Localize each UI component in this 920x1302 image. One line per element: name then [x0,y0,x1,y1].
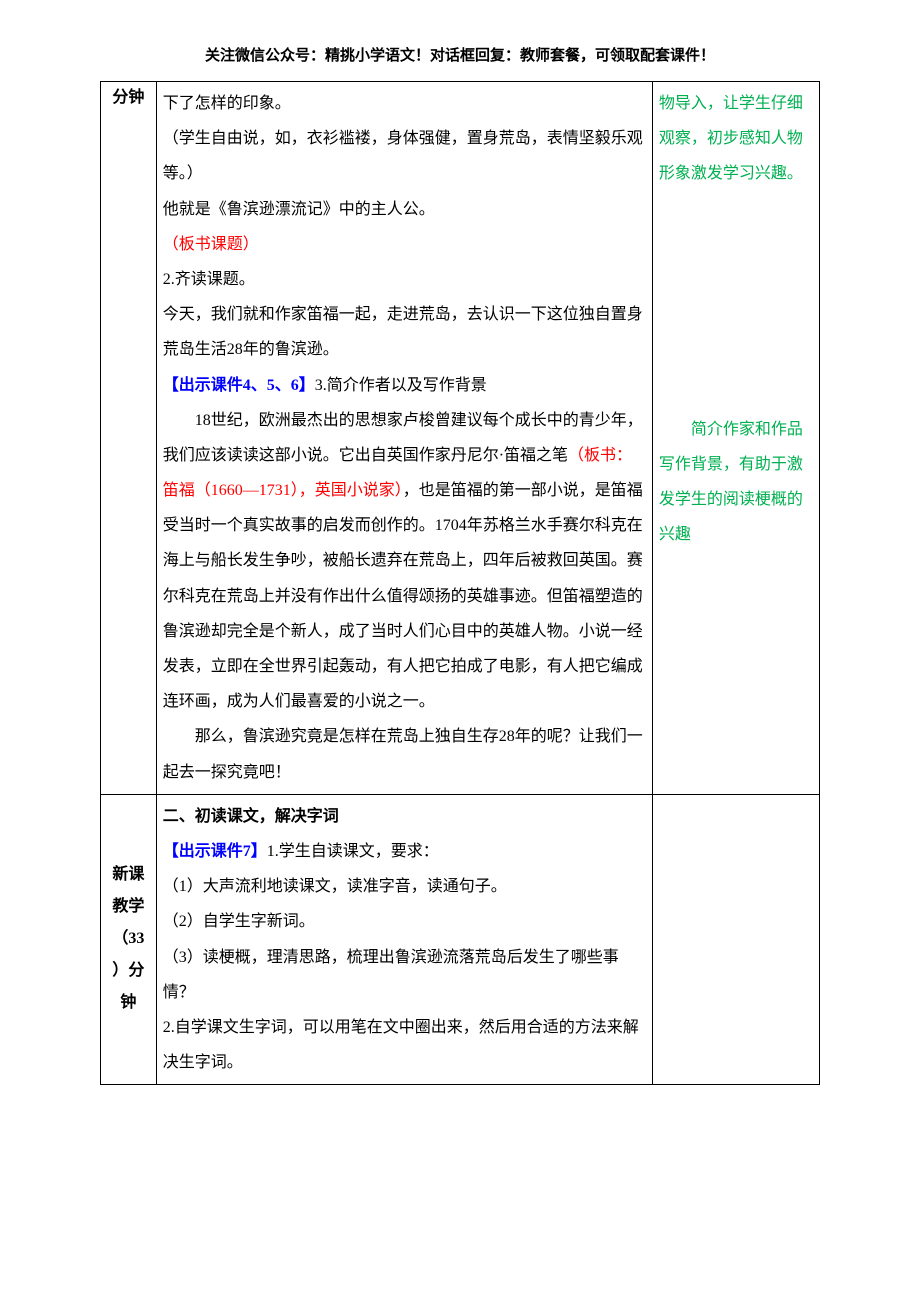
cell-middle-1: 下了怎样的印象。 （学生自由说，如，衣衫褴褛，身体强健，置身荒岛，表情坚毅乐观等… [156,82,652,795]
cell-left-1: 分钟 [101,82,157,795]
para: （2）自学生字新词。 [163,904,646,939]
lesson-plan-table: 分钟 下了怎样的印象。 （学生自由说，如，衣衫褴褛，身体强健，置身荒岛，表情坚毅… [100,81,820,1085]
para-indent: 18世纪，欧洲最杰出的思想家卢梭曾建议每个成长中的青少年，我们应该读读这部小说。… [163,403,646,720]
para-green: 物导入，让学生仔细观察，初步感知人物形象激发学习兴趣。 [659,86,813,192]
text-span: 3.简介作者以及写作背景 [315,377,487,394]
para-bold: 二、初读课文，解决字词 [163,799,646,834]
para: 今天，我们就和作家笛福一起，走进荒岛，去认识一下这位独自置身荒岛生活28年的鲁滨… [163,297,646,367]
para: 【出示课件4、5、6】3.简介作者以及写作背景 [163,368,646,403]
para: （1）大声流利地读课文，读准字音，读通句子。 [163,869,646,904]
page-header: 关注微信公众号：精挑小学语文！对话框回复：教师套餐，可领取配套课件！ [100,40,820,73]
cell-left-2: 新课 教学 （33 ）分 钟 [101,794,157,1085]
left-line: （33 [107,923,150,955]
para: 他就是《鲁滨逊漂流记》中的主人公。 [163,192,646,227]
left-line: 新课 [107,859,150,891]
table-row-2: 新课 教学 （33 ）分 钟 二、初读课文，解决字词 【出示课件7】1.学生自读… [101,794,820,1085]
table-row-1: 分钟 下了怎样的印象。 （学生自由说，如，衣衫褴褛，身体强健，置身荒岛，表情坚毅… [101,82,820,795]
blue-tag: 【出示课件4、5、6】 [163,377,315,394]
text-span: 1.学生自读课文，要求： [267,843,439,860]
para-green: 简介作家和作品写作背景，有助于激发学生的阅读梗概的兴趣 [659,412,813,553]
cell-right-2 [652,794,819,1085]
para: 下了怎样的印象。 [163,86,646,121]
para: 【出示课件7】1.学生自读课文，要求： [163,834,646,869]
para: （3）读梗概，理清思路，梳理出鲁滨逊流落荒岛后发生了哪些事情？ [163,940,646,1010]
para-indent: 那么，鲁滨逊究竟是怎样在荒岛上独自生存28年的呢？让我们一起去一探究竟吧！ [163,719,646,789]
para: （学生自由说，如，衣衫褴褛，身体强健，置身荒岛，表情坚毅乐观等。） [163,121,646,191]
left-line: 教学 [107,891,150,923]
para: 2.齐读课题。 [163,262,646,297]
cell-right-1: 物导入，让学生仔细观察，初步感知人物形象激发学习兴趣。 简介作家和作品写作背景，… [652,82,819,795]
blue-tag: 【出示课件7】 [163,843,267,860]
text-span: ，也是笛福的第一部小说，是笛福受当时一个真实故事的启发而创作的。1704年苏格兰… [163,482,643,710]
left-line: 钟 [107,987,150,1019]
cell-middle-2: 二、初读课文，解决字词 【出示课件7】1.学生自读课文，要求： （1）大声流利地… [156,794,652,1085]
left-line: ）分 [107,955,150,987]
left-label-1: 分钟 [112,89,144,106]
para-red: （板书课题） [163,227,646,262]
para: 2.自学课文生字词，可以用笔在文中圈出来，然后用合适的方法来解决生字词。 [163,1010,646,1080]
